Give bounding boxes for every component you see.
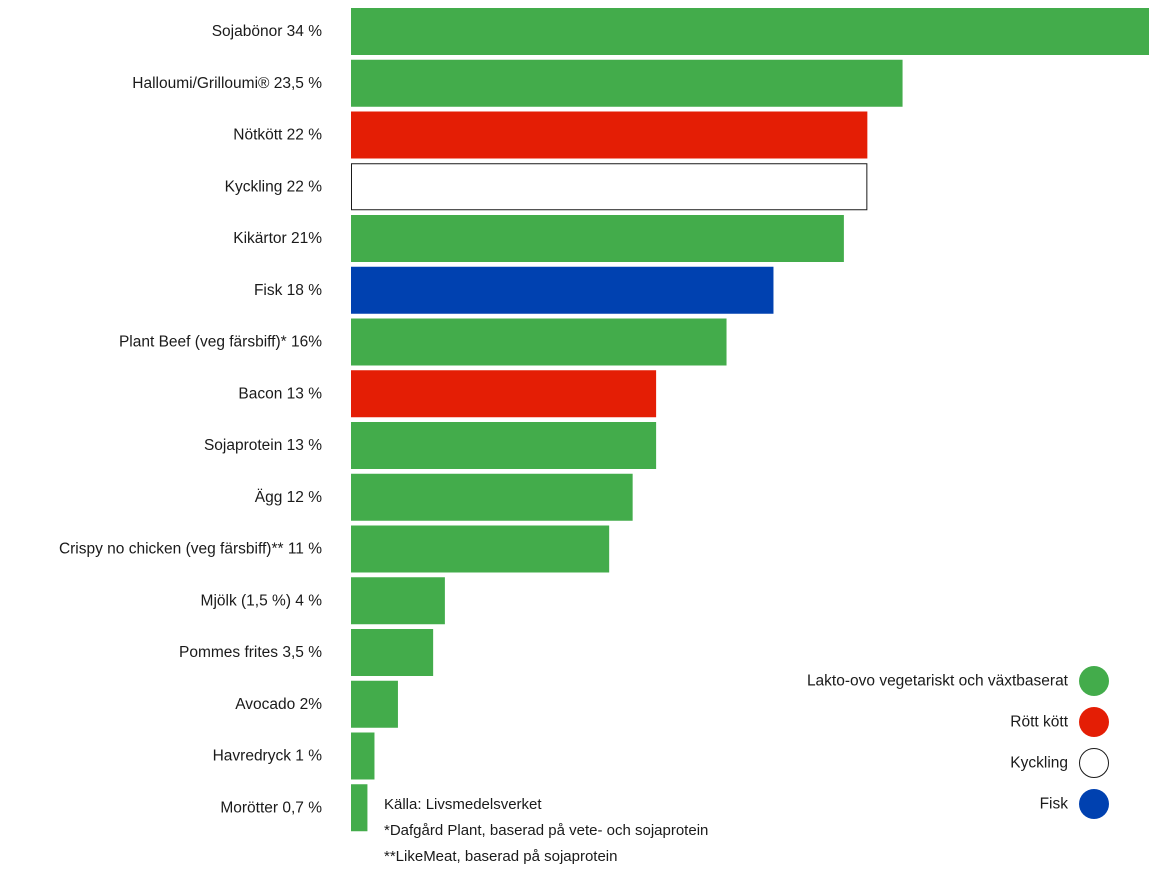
bar-3 <box>351 163 868 211</box>
bar-11 <box>351 577 445 625</box>
category-label-10: Crispy no chicken (veg färsbiff)** 11 % <box>59 541 322 558</box>
category-label-4: Kikärtor 21% <box>233 230 322 247</box>
category-label-14: Havredryck 1 % <box>213 748 323 765</box>
legend-label-chicken: Kyckling <box>1010 755 1068 772</box>
legend-label-red: Rött kött <box>1010 714 1068 731</box>
category-label-11: Mjölk (1,5 %) 4 % <box>201 592 323 609</box>
legend-swatch-chicken <box>1079 748 1109 778</box>
bar-5 <box>351 266 774 314</box>
source-note: Källa: Livsmedelsverket <box>384 796 542 813</box>
legend: Lakto-ovo vegetariskt och växtbaserat Röt… <box>807 666 1109 819</box>
category-label-7: Bacon 13 % <box>238 385 322 402</box>
legend-swatch-red <box>1079 707 1109 737</box>
legend-swatch-fish <box>1079 789 1109 819</box>
legend-label-fish: Fisk <box>1040 796 1069 813</box>
bar-9 <box>351 473 633 521</box>
category-label-8: Sojaprotein 13 % <box>204 437 322 454</box>
bar-0 <box>351 8 1149 55</box>
bar-10 <box>351 525 610 573</box>
category-label-12: Pommes frites 3,5 % <box>179 644 322 661</box>
bar-7 <box>351 370 657 418</box>
category-label-2: Nötkött 22 % <box>233 127 322 144</box>
bar-6 <box>351 318 727 366</box>
category-label-5: Fisk 18 % <box>254 282 322 299</box>
footnote-plant-beef: *Dafgård Plant, baserad på vete- och soj… <box>384 822 709 839</box>
bar-1 <box>351 59 903 107</box>
bar-15 <box>351 784 368 832</box>
legend-swatch-veg <box>1079 666 1109 696</box>
chart-notes: Källa: Livsmedelsverket *Dafgård Plant, … <box>384 792 708 870</box>
category-label-9: Ägg 12 % <box>255 489 322 506</box>
category-label-1: Halloumi/Grilloumi® 23,5 % <box>132 75 322 92</box>
footnote-crispy: **LikeMeat, baserad på sojaprotein <box>384 848 618 865</box>
category-labels-group: Sojabönor 34 % Halloumi/Grilloumi® 23,5 %… <box>59 23 322 816</box>
category-label-13: Avocado 2% <box>235 696 322 713</box>
bar-13 <box>351 680 398 728</box>
bars-group <box>351 8 1149 832</box>
category-label-6: Plant Beef (veg färsbiff)* 16% <box>119 334 322 351</box>
bar-4 <box>351 215 844 262</box>
bar-12 <box>351 629 434 676</box>
category-label-0: Sojabönor 34 % <box>212 23 323 40</box>
legend-label-veg: Lakto-ovo vegetariskt och växtbaserat <box>807 673 1069 690</box>
bar-14 <box>351 732 375 780</box>
bar-2 <box>351 111 868 159</box>
category-label-3: Kyckling 22 % <box>225 178 323 195</box>
bar-8 <box>351 422 657 469</box>
category-label-15: Morötter 0,7 % <box>220 799 322 816</box>
